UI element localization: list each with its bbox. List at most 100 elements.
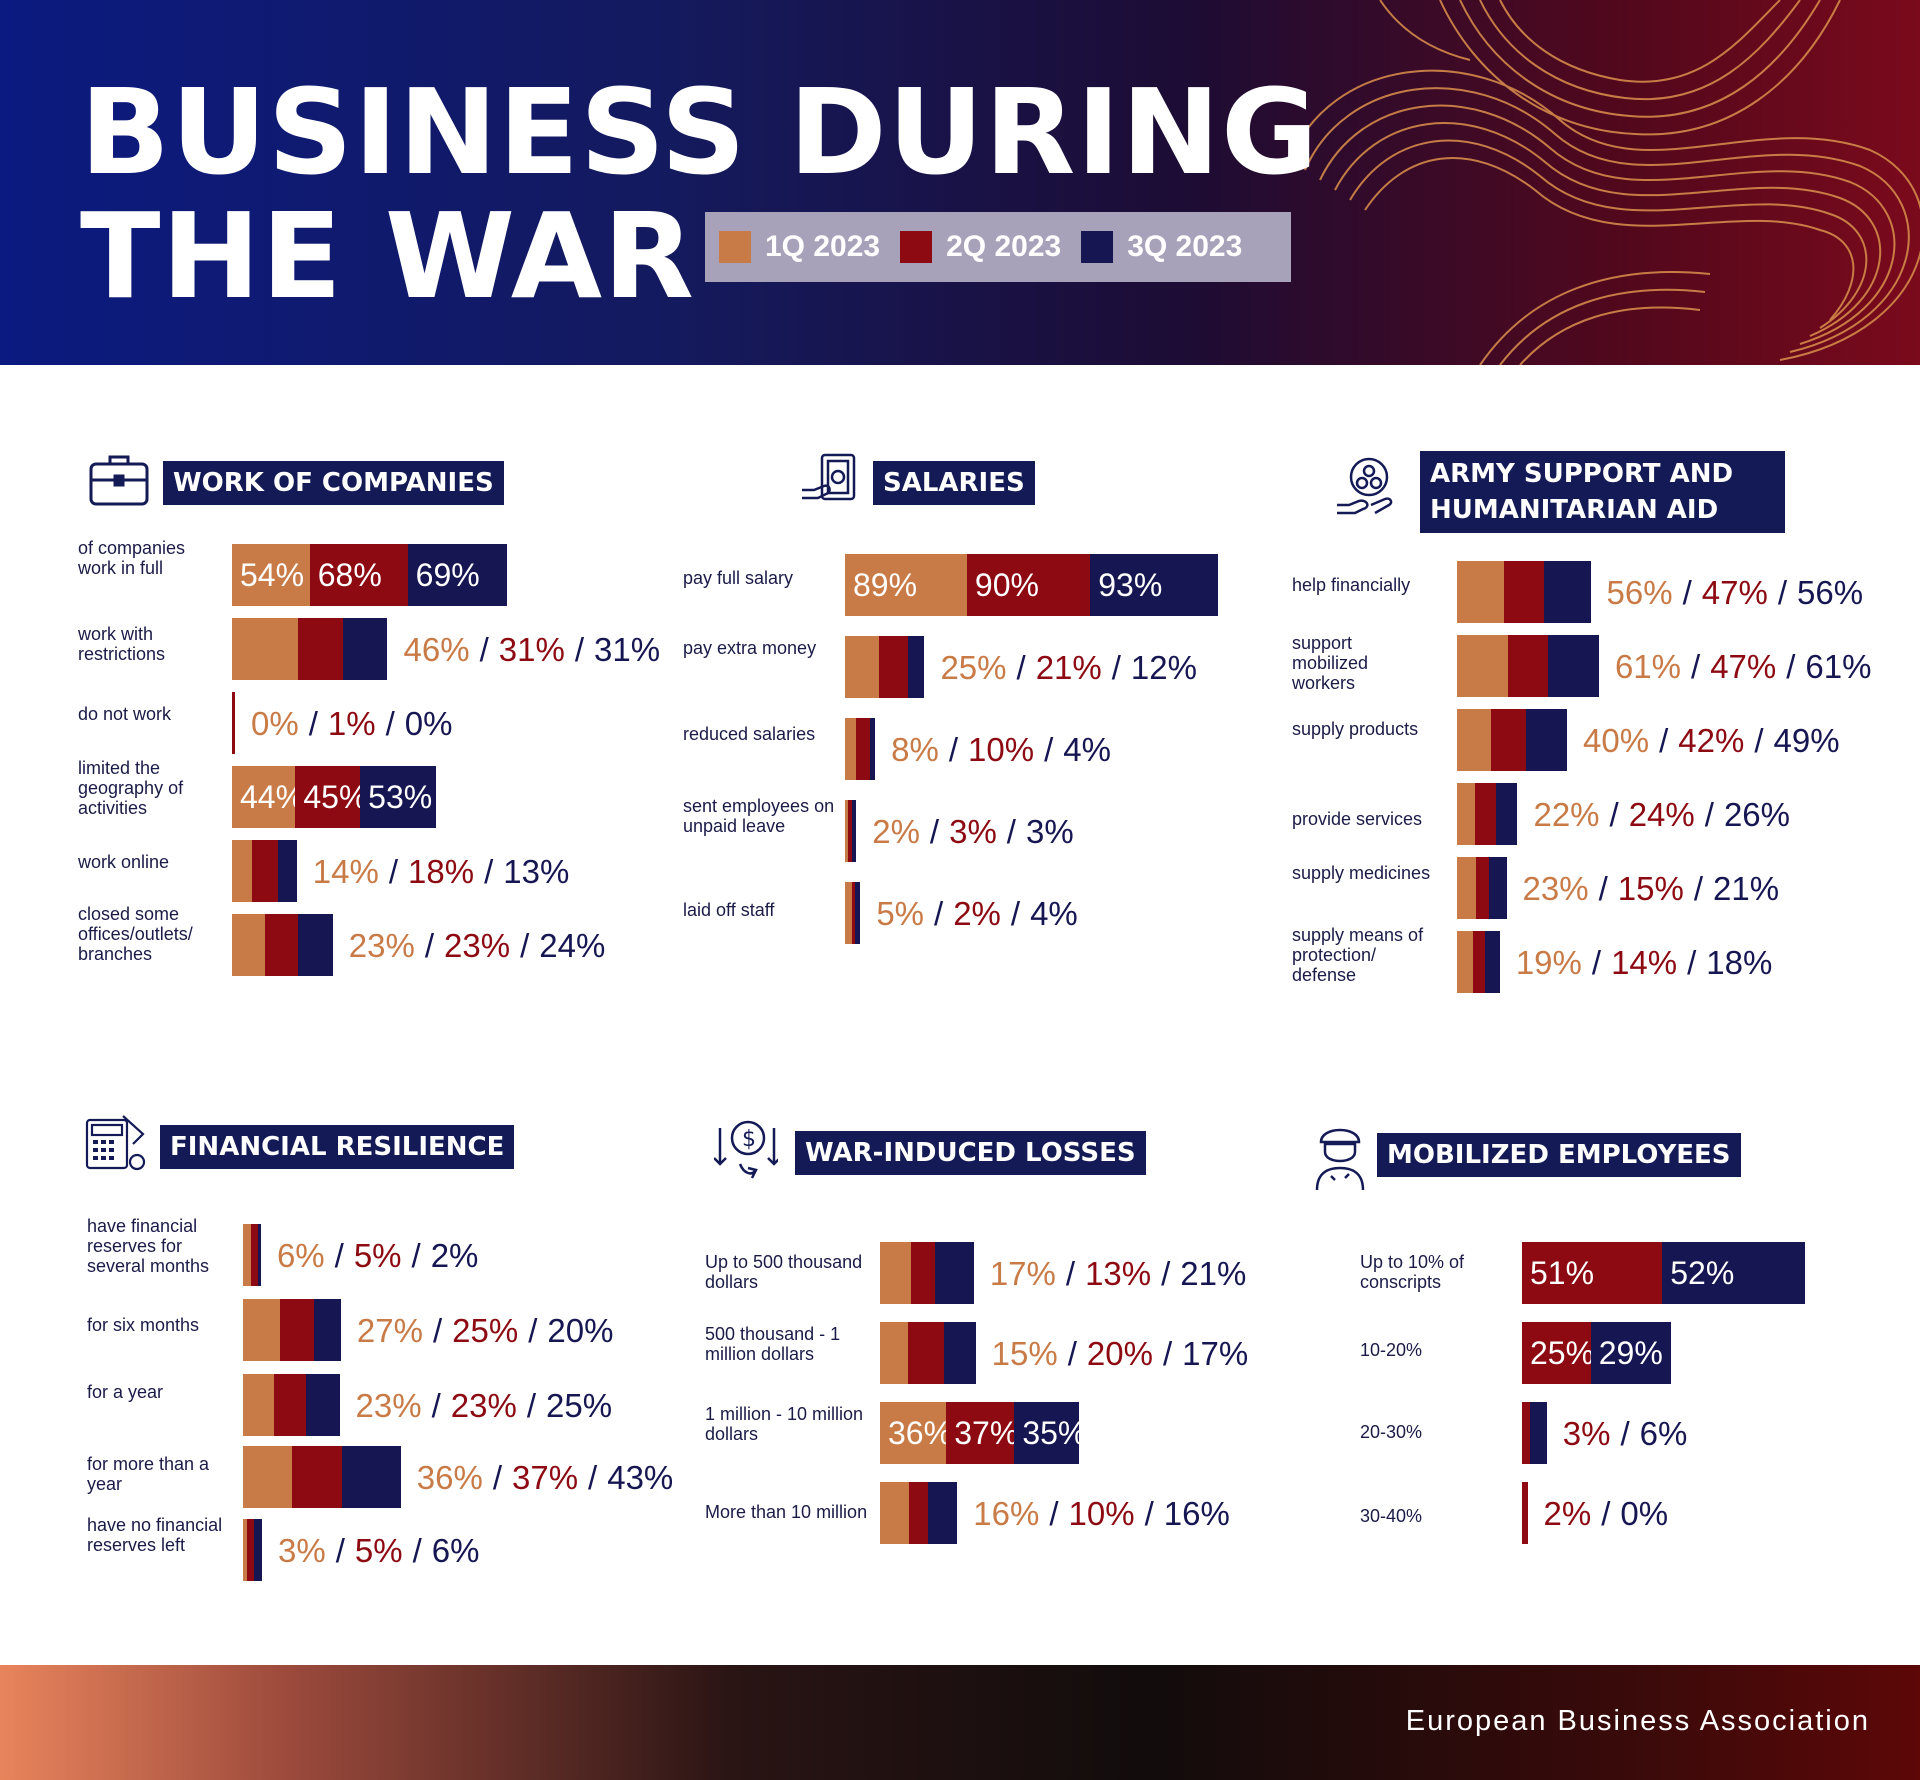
bar-value-label: 19% (1515, 944, 1582, 981)
bar-value-label: 89% (853, 566, 918, 603)
bar-value-label: 25% (1530, 1334, 1595, 1371)
stacked-bar (243, 1374, 340, 1436)
bar-segment (1543, 561, 1591, 623)
value-separator: / (1691, 648, 1701, 685)
bar-value-label: 8% (891, 731, 939, 768)
value-separator: / (492, 1459, 502, 1496)
bar-segment (854, 882, 861, 944)
bar-segment (1484, 931, 1500, 993)
bar-segment: 29% (1590, 1322, 1671, 1384)
value-separator: / (484, 853, 494, 890)
value-separator: / (1754, 722, 1764, 759)
bar-value-labels: 27%/25%/20% (357, 1311, 614, 1351)
stacked-bar (1457, 635, 1599, 697)
value-separator: / (1704, 796, 1714, 833)
bar-value-labels: 6%/5%/2% (277, 1236, 478, 1276)
value-separator: / (1682, 574, 1692, 611)
bar-segment (1504, 561, 1544, 623)
stacked-bar (1522, 1482, 1528, 1544)
bar-value-labels: 40%/42%/49% (1583, 721, 1840, 761)
bar-segment (851, 882, 855, 944)
bar-value-label: 21% (1180, 1255, 1247, 1292)
row-label: for six months (87, 1315, 200, 1335)
bar-segment (1475, 783, 1496, 845)
bar-segment (927, 1482, 958, 1544)
bar-value-label: 61% (1614, 648, 1682, 685)
stacked-bar (1457, 561, 1591, 623)
bar-segment (880, 1242, 912, 1304)
value-separator: / (432, 1312, 443, 1349)
footer-org: European Business Association (1405, 1705, 1870, 1737)
bar-segment: 54% (232, 544, 310, 606)
bar-value-label: 37% (511, 1459, 579, 1496)
legend-swatch (900, 231, 933, 263)
bar-segment (1457, 783, 1476, 845)
bar-segment: 25% (1522, 1322, 1595, 1384)
row-label: do not work (78, 704, 172, 724)
value-separator: / (1016, 649, 1026, 686)
row-label: 1 million - 10 million dollars (705, 1404, 864, 1444)
bar-value-label: 5% (353, 1237, 402, 1274)
bar-value-labels: 2%/0% (1544, 1494, 1669, 1534)
bar-segment: 93% (1090, 554, 1218, 616)
bar-segment (243, 1519, 248, 1581)
row-label: laid off staff (683, 900, 775, 920)
bar-segment (879, 636, 909, 698)
bar-value-label: 93% (1098, 566, 1163, 603)
bar-value-label: 68% (317, 556, 382, 593)
value-separator: / (588, 1459, 598, 1496)
bar-value-label: 13% (503, 853, 570, 890)
value-separator: / (1065, 1255, 1076, 1292)
value-separator: / (1687, 944, 1697, 981)
bar-segment: 90% (966, 554, 1091, 616)
row-label: Up to 10% of conscripts (1360, 1252, 1465, 1292)
value-separator: / (934, 895, 944, 932)
row-label: for more than a year (87, 1454, 210, 1494)
row-label: limited the geography of activities (78, 758, 184, 818)
soldier-icon (1315, 1128, 1365, 1191)
footer: European Business Association (0, 1665, 1920, 1780)
bar-value-label: 25% (940, 649, 1007, 686)
bar-segment (1495, 783, 1518, 845)
bar-segment: 51% (1522, 1242, 1663, 1304)
bar-value-label: 15% (991, 1335, 1058, 1372)
bar-value-label: 3% (1025, 813, 1074, 850)
bar-segment (278, 840, 297, 902)
bar-value-label: 23% (444, 927, 511, 964)
stacked-bar (243, 1224, 261, 1286)
bar-value-label: 23% (348, 927, 415, 964)
bar-value-label: 37% (954, 1414, 1019, 1451)
section-title-army: ARMY SUPPORT AND HUMANITARIAN AID (1420, 451, 1785, 533)
bar-value-label: 20% (1086, 1335, 1153, 1372)
bar-segment (243, 1374, 275, 1436)
bar-segment (907, 1322, 945, 1384)
bar-value-labels: 22%/24%/26% (1533, 795, 1790, 835)
bar-value-label: 51% (1530, 1254, 1595, 1291)
value-separator: / (1067, 1335, 1077, 1372)
bar-segment (243, 1224, 252, 1286)
row-label: closed some offices/outlets/ branches (78, 904, 193, 964)
bar-value-label: 16% (973, 1495, 1040, 1532)
value-separator: / (1777, 574, 1788, 611)
bar-segment (291, 1446, 343, 1508)
bar-value-label: 27% (356, 1312, 423, 1349)
bar-value-label: 3% (278, 1532, 326, 1569)
row-label: work with restrictions (78, 624, 166, 664)
stacked-bar: 51% 52% (1522, 1242, 1806, 1304)
bar-segment (855, 718, 870, 780)
row-label: have financial reserves for several mont… (87, 1216, 210, 1276)
legend-swatch (719, 231, 751, 263)
bar-value-label: 17% (1182, 1335, 1249, 1372)
section-title-losses: WAR-INDUCED LOSSES (795, 1131, 1146, 1175)
bar-segment: 53% (360, 766, 437, 828)
bar-value-label: 49% (1773, 722, 1840, 759)
legend-item-1q: 1Q 2023 (719, 230, 880, 264)
bar-segment (1508, 635, 1548, 697)
bar-segment (944, 1322, 976, 1384)
row-label: 20-30% (1360, 1422, 1423, 1442)
bar-segment: 35% (1014, 1402, 1079, 1464)
bar-segment (243, 1299, 280, 1361)
bar-value-label: 22% (1533, 796, 1600, 833)
bar-segment (845, 636, 880, 698)
bar-segment (1547, 635, 1599, 697)
